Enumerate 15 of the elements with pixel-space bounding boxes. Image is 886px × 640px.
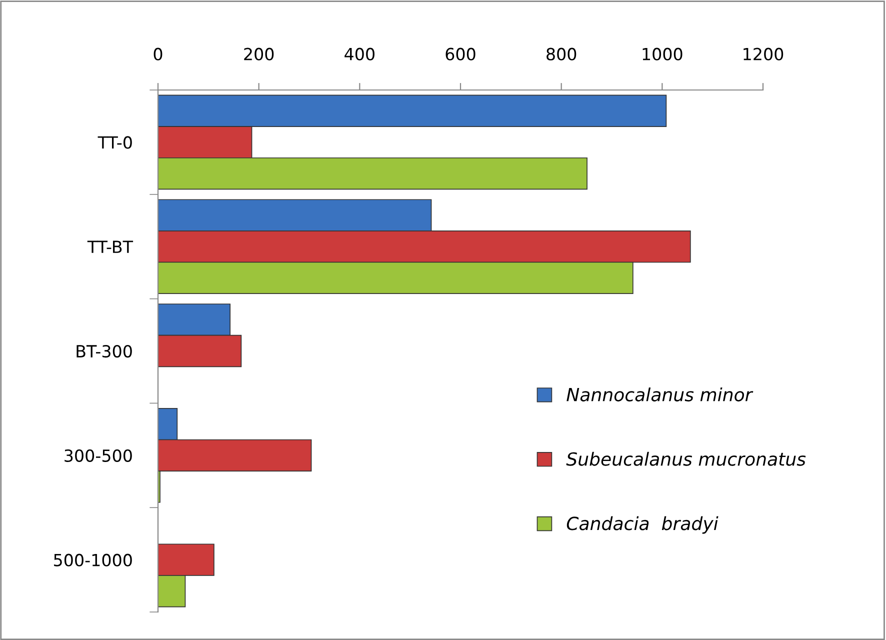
x-tick-label: 0 xyxy=(154,48,162,60)
x-tick-label: 600 xyxy=(446,48,476,60)
y-tick-label: 300-500 xyxy=(64,449,132,462)
x-tick-label: 800 xyxy=(546,48,576,60)
x-tick-label: 1200 xyxy=(744,48,784,60)
x-tick-label: 1000 xyxy=(642,48,682,60)
y-tick-label: 500-1000 xyxy=(54,554,132,566)
x-tick-label: 200 xyxy=(244,48,274,60)
y-tick-label: BT-300 xyxy=(76,344,132,358)
legend-label: Subeucalanus mucronatus xyxy=(566,452,806,466)
y-tick-label: TT-BT xyxy=(87,240,134,253)
y-tick-label: TT-0 xyxy=(98,136,132,149)
x-tick-label: 400 xyxy=(344,48,374,60)
legend-label: Nannocalanus minor xyxy=(566,387,754,402)
legend-label: Candacia bradyi xyxy=(566,516,718,534)
